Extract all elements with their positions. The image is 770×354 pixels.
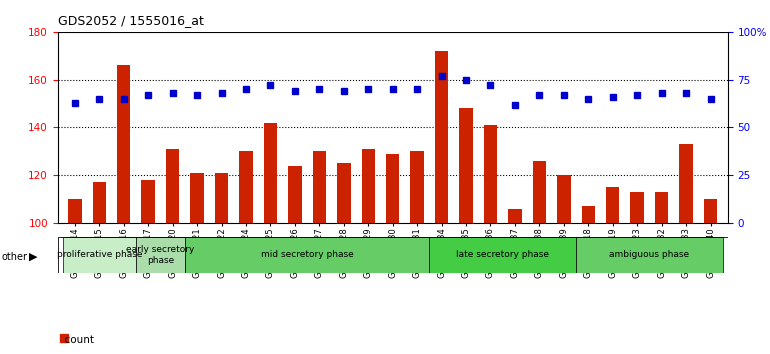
Text: proliferative phase: proliferative phase [56, 250, 142, 259]
Bar [533, 161, 546, 223]
Bar [117, 65, 130, 223]
Bar [264, 123, 277, 223]
Text: mid secretory phase: mid secretory phase [261, 250, 353, 259]
Text: late secretory phase: late secretory phase [456, 250, 549, 259]
Bar [92, 182, 106, 223]
Text: other: other [2, 252, 28, 262]
Bar [576, 237, 723, 273]
Bar [460, 108, 473, 223]
Bar [239, 152, 253, 223]
Bar [386, 154, 400, 223]
Text: early secretory
phase: early secretory phase [126, 245, 195, 264]
Text: ▶: ▶ [29, 252, 38, 262]
Text: count: count [58, 335, 94, 345]
Bar [435, 51, 448, 223]
Bar [136, 237, 185, 273]
Bar [142, 180, 155, 223]
Bar [704, 199, 718, 223]
Bar [288, 166, 302, 223]
Bar [313, 152, 326, 223]
Bar [508, 209, 521, 223]
Bar [606, 187, 619, 223]
Bar [337, 163, 350, 223]
Bar [679, 144, 693, 223]
Bar [557, 175, 571, 223]
Bar [655, 192, 668, 223]
Bar [215, 173, 228, 223]
Bar [185, 237, 430, 273]
Bar [631, 192, 644, 223]
Bar [190, 173, 204, 223]
Bar [68, 199, 82, 223]
Bar [484, 125, 497, 223]
Bar [410, 152, 424, 223]
Text: ambiguous phase: ambiguous phase [609, 250, 689, 259]
Bar [430, 237, 576, 273]
Bar [166, 149, 179, 223]
Bar [581, 206, 595, 223]
Text: GDS2052 / 1555016_at: GDS2052 / 1555016_at [58, 14, 203, 27]
Bar [62, 237, 136, 273]
Bar [362, 149, 375, 223]
